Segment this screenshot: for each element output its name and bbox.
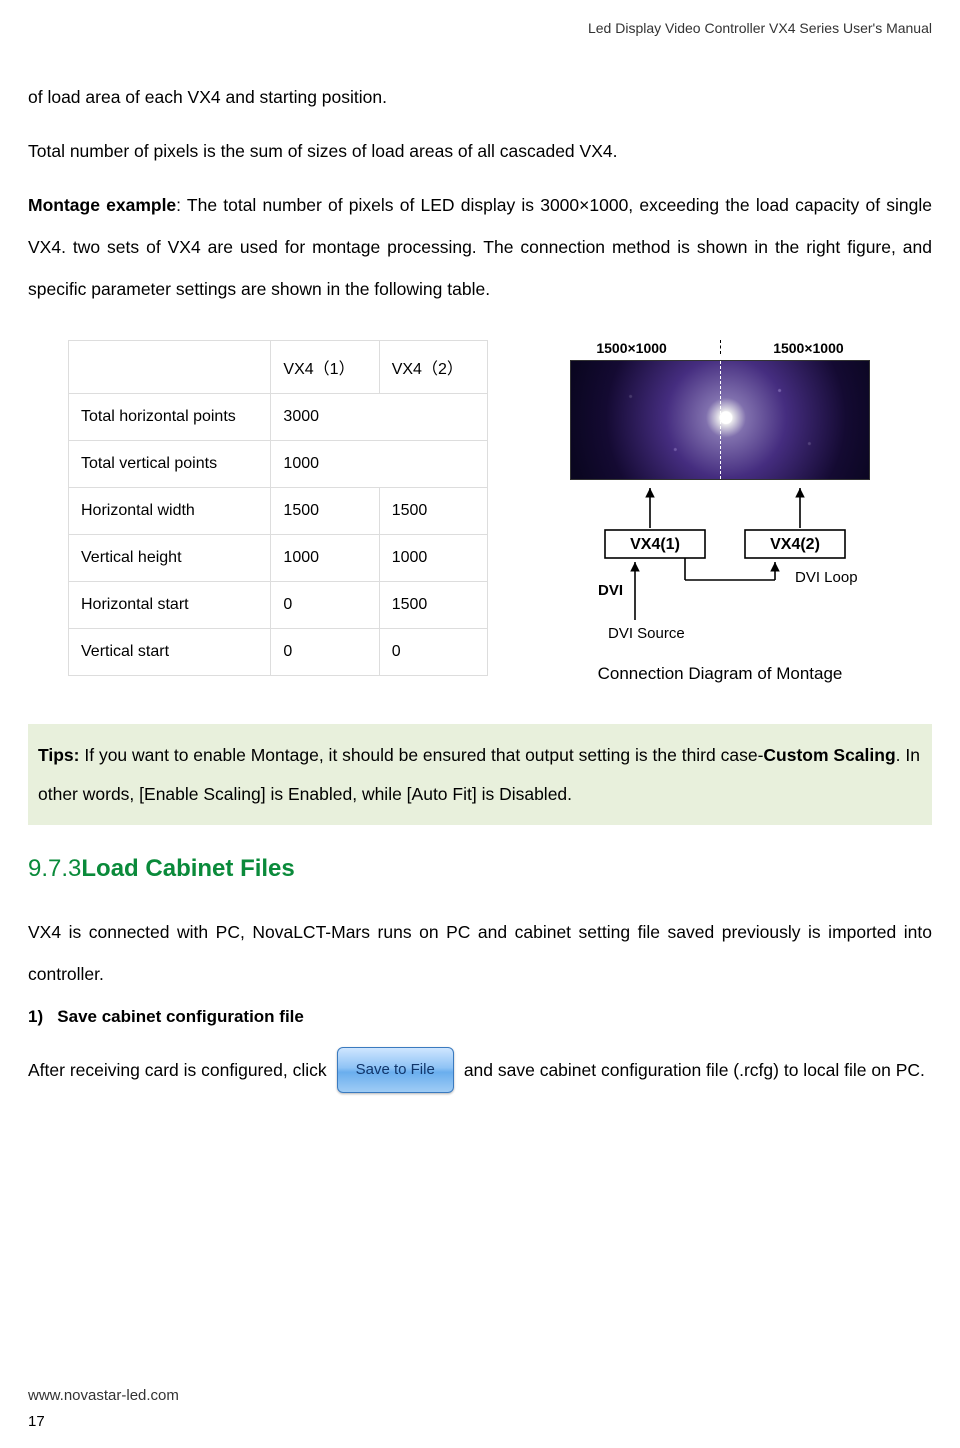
tips-bold1: Custom Scaling bbox=[763, 745, 895, 765]
step1-title: Save cabinet configuration file bbox=[57, 1007, 304, 1026]
diagram-top-labels: 1500×1000 1500×1000 bbox=[570, 340, 870, 356]
table-r6-label: Vertical start bbox=[69, 629, 271, 676]
table-r5-v1: 0 bbox=[271, 582, 379, 629]
step1-text-b: and save cabinet configuration file (.rc… bbox=[464, 1049, 925, 1091]
table-r2-value: 1000 bbox=[271, 441, 488, 488]
table-r3-label: Horizontal width bbox=[69, 488, 271, 535]
montage-label: Montage example bbox=[28, 195, 176, 215]
step1-paragraph: After receiving card is configured, clic… bbox=[28, 1047, 932, 1093]
galaxy-dashed-divider bbox=[720, 361, 721, 479]
page-number: 17 bbox=[28, 1413, 45, 1430]
table-col2-header: VX4（2） bbox=[379, 341, 487, 394]
paragraph-1: of load area of each VX4 and starting po… bbox=[28, 76, 932, 118]
table-r4-label: Vertical height bbox=[69, 535, 271, 582]
step1-heading: 1) Save cabinet configuration file bbox=[28, 1007, 932, 1027]
tips-box: Tips: If you want to enable Montage, it … bbox=[28, 724, 932, 825]
diagram-caption: Connection Diagram of Montage bbox=[598, 664, 843, 684]
section-title: Load Cabinet Files bbox=[81, 855, 294, 882]
diagram-box1-text: VX4(1) bbox=[630, 536, 680, 553]
section-heading: 9.7.3Load Cabinet Files bbox=[28, 855, 932, 883]
tips-text1: If you want to enable Montage, it should… bbox=[80, 745, 764, 765]
table-r5-v2: 1500 bbox=[379, 582, 487, 629]
table-diagram-row: VX4（1） VX4（2） Total horizontal points 30… bbox=[68, 340, 932, 684]
step1-text-a: After receiving card is configured, clic… bbox=[28, 1049, 327, 1091]
table-empty-header bbox=[69, 341, 271, 394]
table-r1-value: 3000 bbox=[271, 394, 488, 441]
diagram-dvi-text: DVI bbox=[598, 582, 623, 599]
galaxy-image bbox=[570, 360, 870, 480]
table-r5-label: Horizontal start bbox=[69, 582, 271, 629]
table-r6-v2: 0 bbox=[379, 629, 487, 676]
table-r3-v1: 1500 bbox=[271, 488, 379, 535]
table-r3-v2: 1500 bbox=[379, 488, 487, 535]
connection-diagram-svg: VX4(1) VX4(2) DVI Loop DVI DVI Source bbox=[550, 480, 890, 660]
footer-url: www.novastar-led.com bbox=[28, 1387, 179, 1404]
montage-paragraph: Montage example: The total number of pix… bbox=[28, 184, 932, 310]
params-table: VX4（1） VX4（2） Total horizontal points 30… bbox=[68, 340, 488, 676]
diagram-split-marker bbox=[720, 340, 721, 354]
diagram-top-right-label: 1500×1000 bbox=[773, 340, 843, 356]
step1-number: 1) bbox=[28, 1007, 43, 1026]
table-r6-v1: 0 bbox=[271, 629, 379, 676]
diagram-dvi-loop-text: DVI Loop bbox=[795, 569, 858, 586]
doc-header: Led Display Video Controller VX4 Series … bbox=[28, 20, 932, 36]
diagram-column: 1500×1000 1500×1000 VX4(1) VX4(2) bbox=[488, 340, 932, 684]
section-number: 9.7.3 bbox=[28, 855, 81, 882]
table-r1-label: Total horizontal points bbox=[69, 394, 271, 441]
diagram-top-left-label: 1500×1000 bbox=[596, 340, 666, 356]
save-to-file-button[interactable]: Save to File bbox=[337, 1047, 454, 1093]
paragraph-2: Total number of pixels is the sum of siz… bbox=[28, 130, 932, 172]
table-r4-v2: 1000 bbox=[379, 535, 487, 582]
table-col1-header: VX4（1） bbox=[271, 341, 379, 394]
table-r2-label: Total vertical points bbox=[69, 441, 271, 488]
diagram-dvi-source-text: DVI Source bbox=[608, 625, 685, 642]
paragraph-3: VX4 is connected with PC, NovaLCT-Mars r… bbox=[28, 911, 932, 995]
tips-label: Tips: bbox=[38, 745, 80, 765]
table-r4-v1: 1000 bbox=[271, 535, 379, 582]
diagram-box2-text: VX4(2) bbox=[770, 536, 820, 553]
